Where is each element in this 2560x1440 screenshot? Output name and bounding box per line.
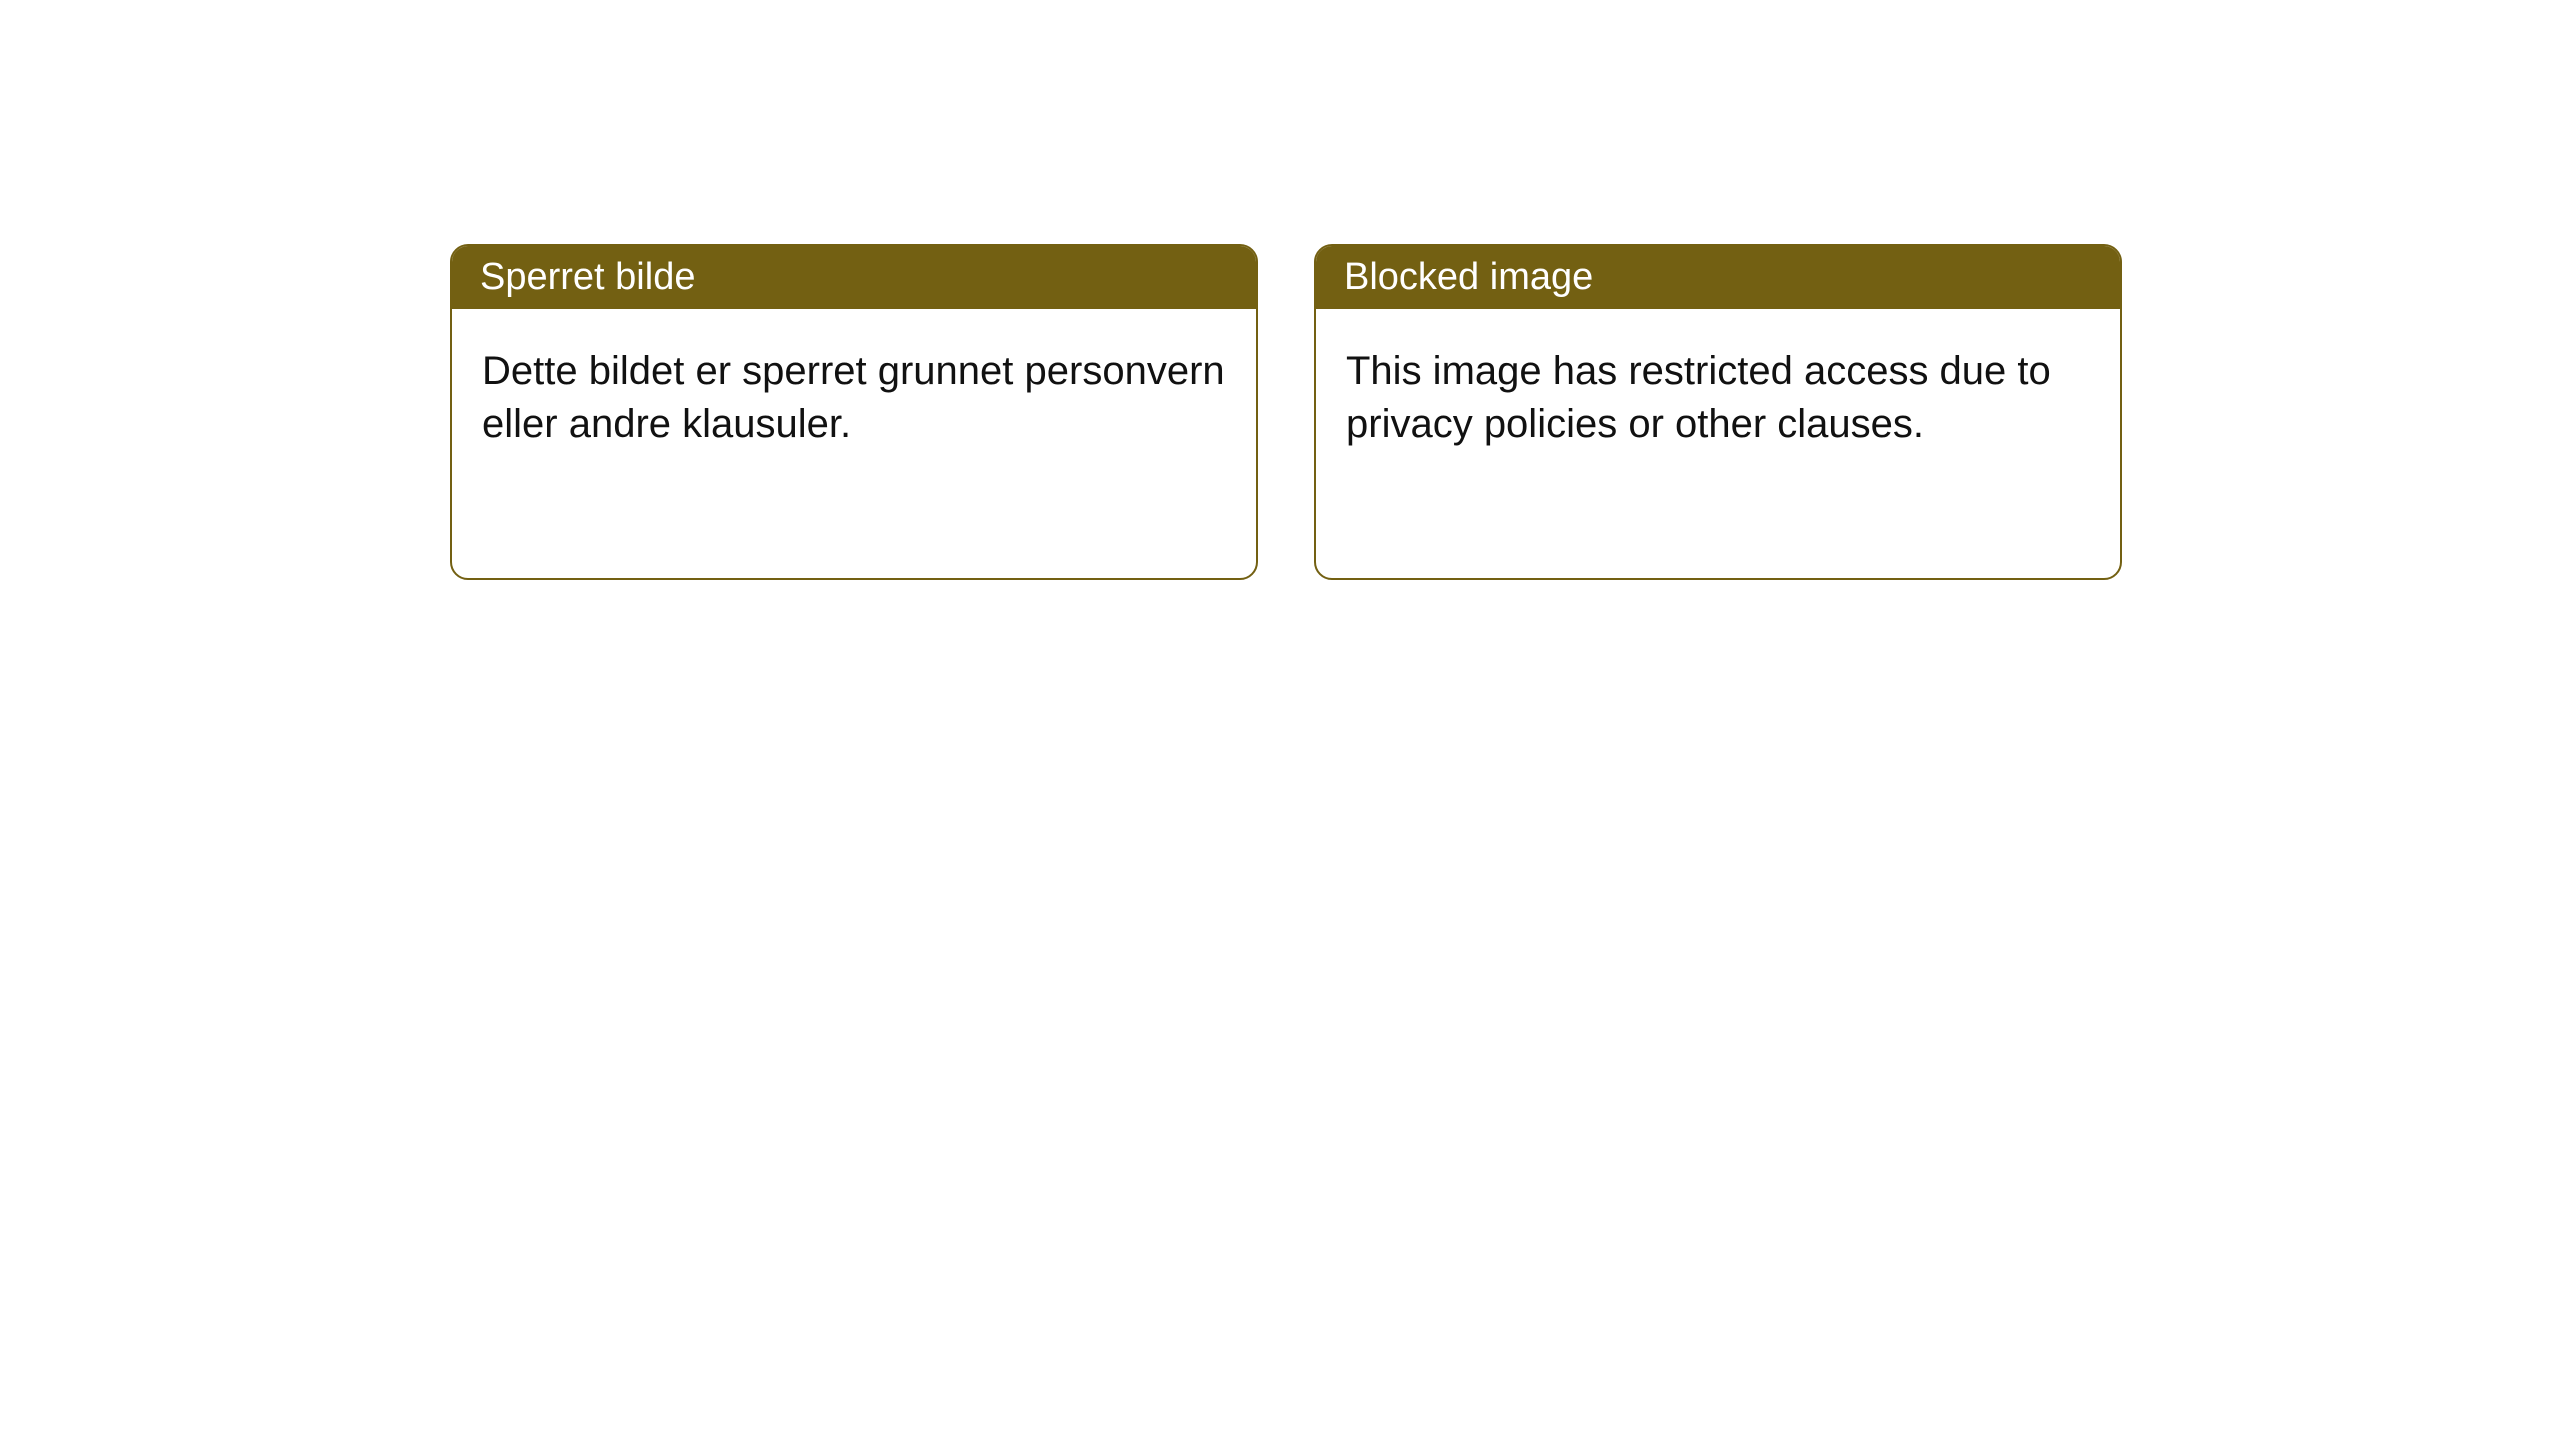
blocked-image-card-english: Blocked image This image has restricted … [1314,244,2122,580]
card-body: This image has restricted access due to … [1316,309,2120,487]
card-body: Dette bildet er sperret grunnet personve… [452,309,1256,487]
card-header: Sperret bilde [452,246,1256,309]
card-header: Blocked image [1316,246,2120,309]
blocked-image-card-norwegian: Sperret bilde Dette bildet er sperret gr… [450,244,1258,580]
card-container: Sperret bilde Dette bildet er sperret gr… [0,0,2560,580]
card-body-text: Dette bildet er sperret grunnet personve… [482,349,1225,446]
card-body-text: This image has restricted access due to … [1346,349,2051,446]
card-title: Blocked image [1344,256,1593,298]
card-title: Sperret bilde [480,256,695,298]
